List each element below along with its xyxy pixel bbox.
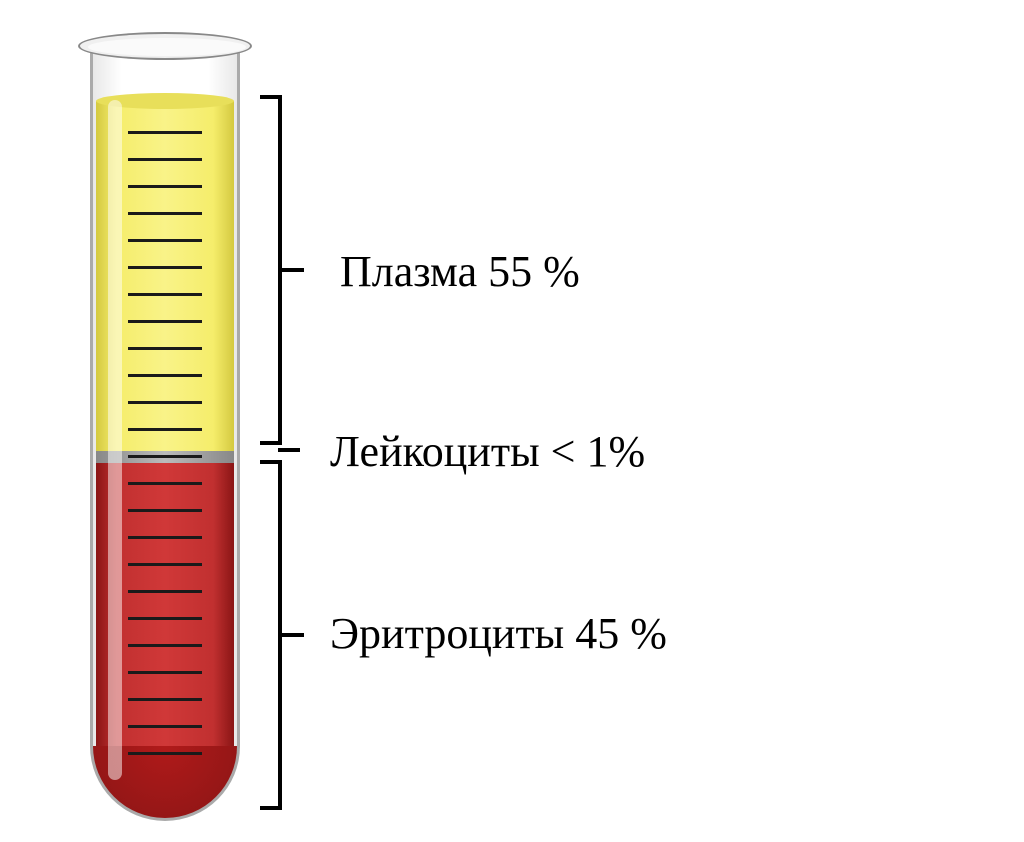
- bracket-erythrocytes: [278, 460, 282, 810]
- test-tube: [80, 10, 250, 810]
- blood-tube-diagram: Плазма 55 % Лейкоциты < 1% Эритроциты 45…: [0, 0, 1024, 842]
- tube-bottom: [90, 746, 240, 821]
- tube-rim: [78, 32, 252, 60]
- bracket-plasma: [278, 95, 282, 445]
- label-erythrocytes: Эритроциты 45 %: [330, 608, 667, 659]
- label-leukocytes: Лейкоциты < 1%: [330, 426, 645, 477]
- bracket-tick-icon: [282, 268, 304, 272]
- tube-body: [90, 46, 240, 746]
- tick-leukocytes: [278, 448, 300, 452]
- bracket-tick-icon: [282, 633, 304, 637]
- plasma-layer: [96, 101, 234, 451]
- leukocyte-layer: [96, 451, 234, 463]
- erythrocyte-layer: [96, 463, 234, 746]
- label-plasma: Плазма 55 %: [340, 246, 580, 297]
